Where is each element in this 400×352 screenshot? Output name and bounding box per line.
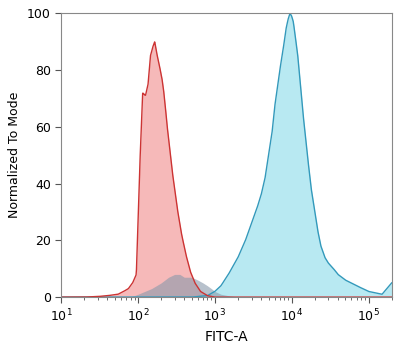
Y-axis label: Normalized To Mode: Normalized To Mode [8, 92, 21, 218]
X-axis label: FITC-A: FITC-A [205, 330, 248, 344]
